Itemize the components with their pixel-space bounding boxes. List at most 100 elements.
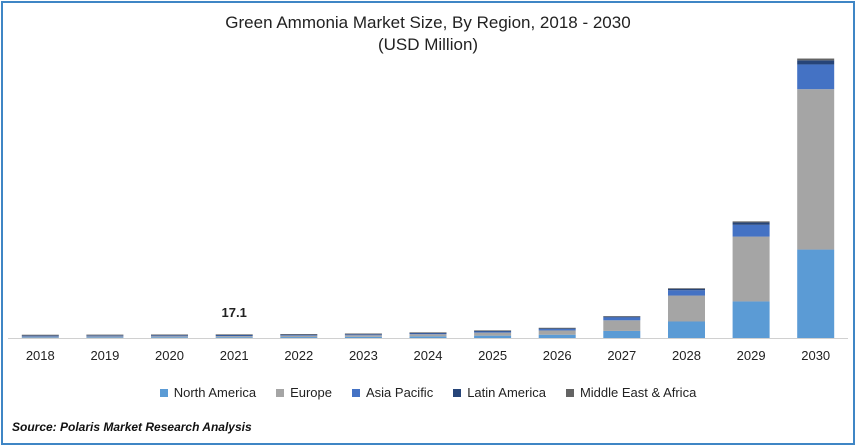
chart-title: Green Ammonia Market Size, By Region, 20… (225, 13, 631, 32)
bar-2021-europe (215, 336, 253, 338)
bar-2019-europe (86, 336, 124, 338)
x-tick-label-2025: 2025 (478, 348, 507, 363)
bar-2020-asia-pacific (151, 335, 188, 337)
bar-2027-europe (603, 320, 641, 331)
bar-2028-europe (668, 295, 705, 322)
bar-2019-middle-east-africa (86, 334, 124, 336)
bar-2029-asia-pacific (732, 224, 770, 237)
bar-2029-latin-america (732, 222, 770, 225)
bar-2019-north-america (86, 337, 124, 338)
bar-2024-asia-pacific (409, 333, 447, 335)
legend-item-asia-pacific: Asia Pacific (352, 385, 433, 400)
bar-2023-latin-america (344, 334, 382, 335)
bar-2026-europe (538, 330, 576, 335)
x-tick-label-2029: 2029 (737, 348, 766, 363)
legend-swatch (352, 388, 360, 397)
bar-2025-north-america (474, 335, 512, 338)
bar-2024-middle-east-africa (409, 332, 447, 333)
bar-2020-europe (151, 336, 188, 338)
bar-2018-latin-america (21, 335, 59, 336)
bar-2019-latin-america (86, 335, 124, 336)
bar-2027-middle-east-africa (603, 316, 641, 317)
bar-2029-north-america (732, 301, 770, 338)
source-note: Source: Polaris Market Research Analysis (12, 420, 252, 434)
legend-item-latin-america: Latin America (453, 385, 546, 400)
bar-2024-latin-america (409, 332, 447, 334)
bar-2018-middle-east-africa (21, 334, 59, 336)
bar-2030-asia-pacific (797, 64, 835, 90)
x-tick-label-2028: 2028 (672, 348, 701, 363)
bar-2023-asia-pacific (344, 334, 382, 336)
bar-2030-latin-america (797, 60, 835, 65)
x-tick-label-2023: 2023 (349, 348, 378, 363)
bar-2026-latin-america (538, 328, 576, 329)
bar-2030-middle-east-africa (797, 58, 835, 61)
bar-2019-asia-pacific (86, 335, 124, 337)
legend-item-middle-east-africa: Middle East & Africa (565, 385, 697, 400)
bar-2029-middle-east-africa (732, 221, 770, 223)
legend-label: North America (173, 385, 257, 400)
bar-2023-europe (344, 335, 382, 337)
legend-label: Middle East & Africa (579, 385, 697, 400)
data-label-2021: 17.1 (222, 305, 247, 320)
chart-legend: North America Europe Asia Pacific Latin Ame… (0, 385, 856, 400)
legend-item-north-america: North America (159, 385, 257, 400)
legend-label: Europe (290, 385, 332, 400)
legend-swatch (565, 388, 574, 397)
bar-2022-latin-america (280, 334, 318, 336)
bar-2026-asia-pacific (538, 328, 576, 331)
x-tick-label-2018: 2018 (26, 348, 55, 363)
bar-2027-north-america (603, 330, 641, 339)
bar-2025-latin-america (474, 330, 512, 332)
bar-2023-north-america (344, 336, 382, 338)
bar-2018-europe (21, 336, 59, 338)
bar-2022-asia-pacific (280, 335, 318, 336)
bar-2023-middle-east-africa (344, 333, 382, 335)
bar-2026-middle-east-africa (538, 327, 576, 329)
bar-2025-asia-pacific (474, 331, 512, 333)
x-tick-label-2019: 2019 (90, 348, 119, 363)
bar-2021-latin-america (215, 334, 253, 336)
bar-2028-asia-pacific (668, 290, 705, 296)
x-tick-label-2024: 2024 (414, 348, 443, 363)
bar-2028-north-america (668, 321, 705, 338)
x-tick-label-2027: 2027 (607, 348, 636, 363)
bar-2018-north-america (21, 337, 59, 338)
legend-swatch (453, 388, 462, 397)
bar-2020-latin-america (151, 335, 188, 336)
bar-2021-north-america (215, 337, 253, 338)
bar-2028-middle-east-africa (668, 288, 705, 289)
bar-2029-europe (732, 236, 770, 302)
legend-label: Asia Pacific (366, 385, 434, 400)
legend-swatch (159, 388, 168, 397)
bar-2030-europe (797, 89, 835, 250)
legend-label: Latin America (467, 385, 546, 400)
bar-2030-north-america (797, 249, 835, 338)
bar-2028-latin-america (668, 288, 705, 291)
bar-2024-europe (409, 334, 447, 337)
bar-2027-asia-pacific (603, 317, 641, 321)
x-tick-label-2022: 2022 (284, 348, 313, 363)
bar-2022-europe (280, 335, 318, 338)
bar-2027-latin-america (603, 316, 641, 318)
bar-2021-asia-pacific (215, 335, 253, 337)
bar-2025-europe (474, 332, 512, 336)
chart-subtitle: (USD Million) (377, 35, 479, 54)
bar-2024-north-america (409, 336, 447, 338)
legend-swatch (276, 388, 285, 397)
bar-2018-asia-pacific (21, 335, 59, 337)
bar-2020-north-america (151, 337, 188, 338)
legend-item-europe: Europe (276, 385, 332, 400)
x-tick-label-2030: 2030 (801, 348, 830, 363)
x-tick-label-2020: 2020 (155, 348, 184, 363)
x-tick-label-2026: 2026 (543, 348, 572, 363)
bar-2021-middle-east-africa (215, 334, 253, 335)
bar-2022-north-america (280, 337, 318, 338)
bar-2025-middle-east-africa (474, 330, 512, 331)
x-tick-label-2021: 2021 (220, 348, 249, 363)
bar-2020-middle-east-africa (151, 334, 188, 336)
bar-2026-north-america (538, 334, 576, 338)
bar-2022-middle-east-africa (280, 334, 318, 335)
